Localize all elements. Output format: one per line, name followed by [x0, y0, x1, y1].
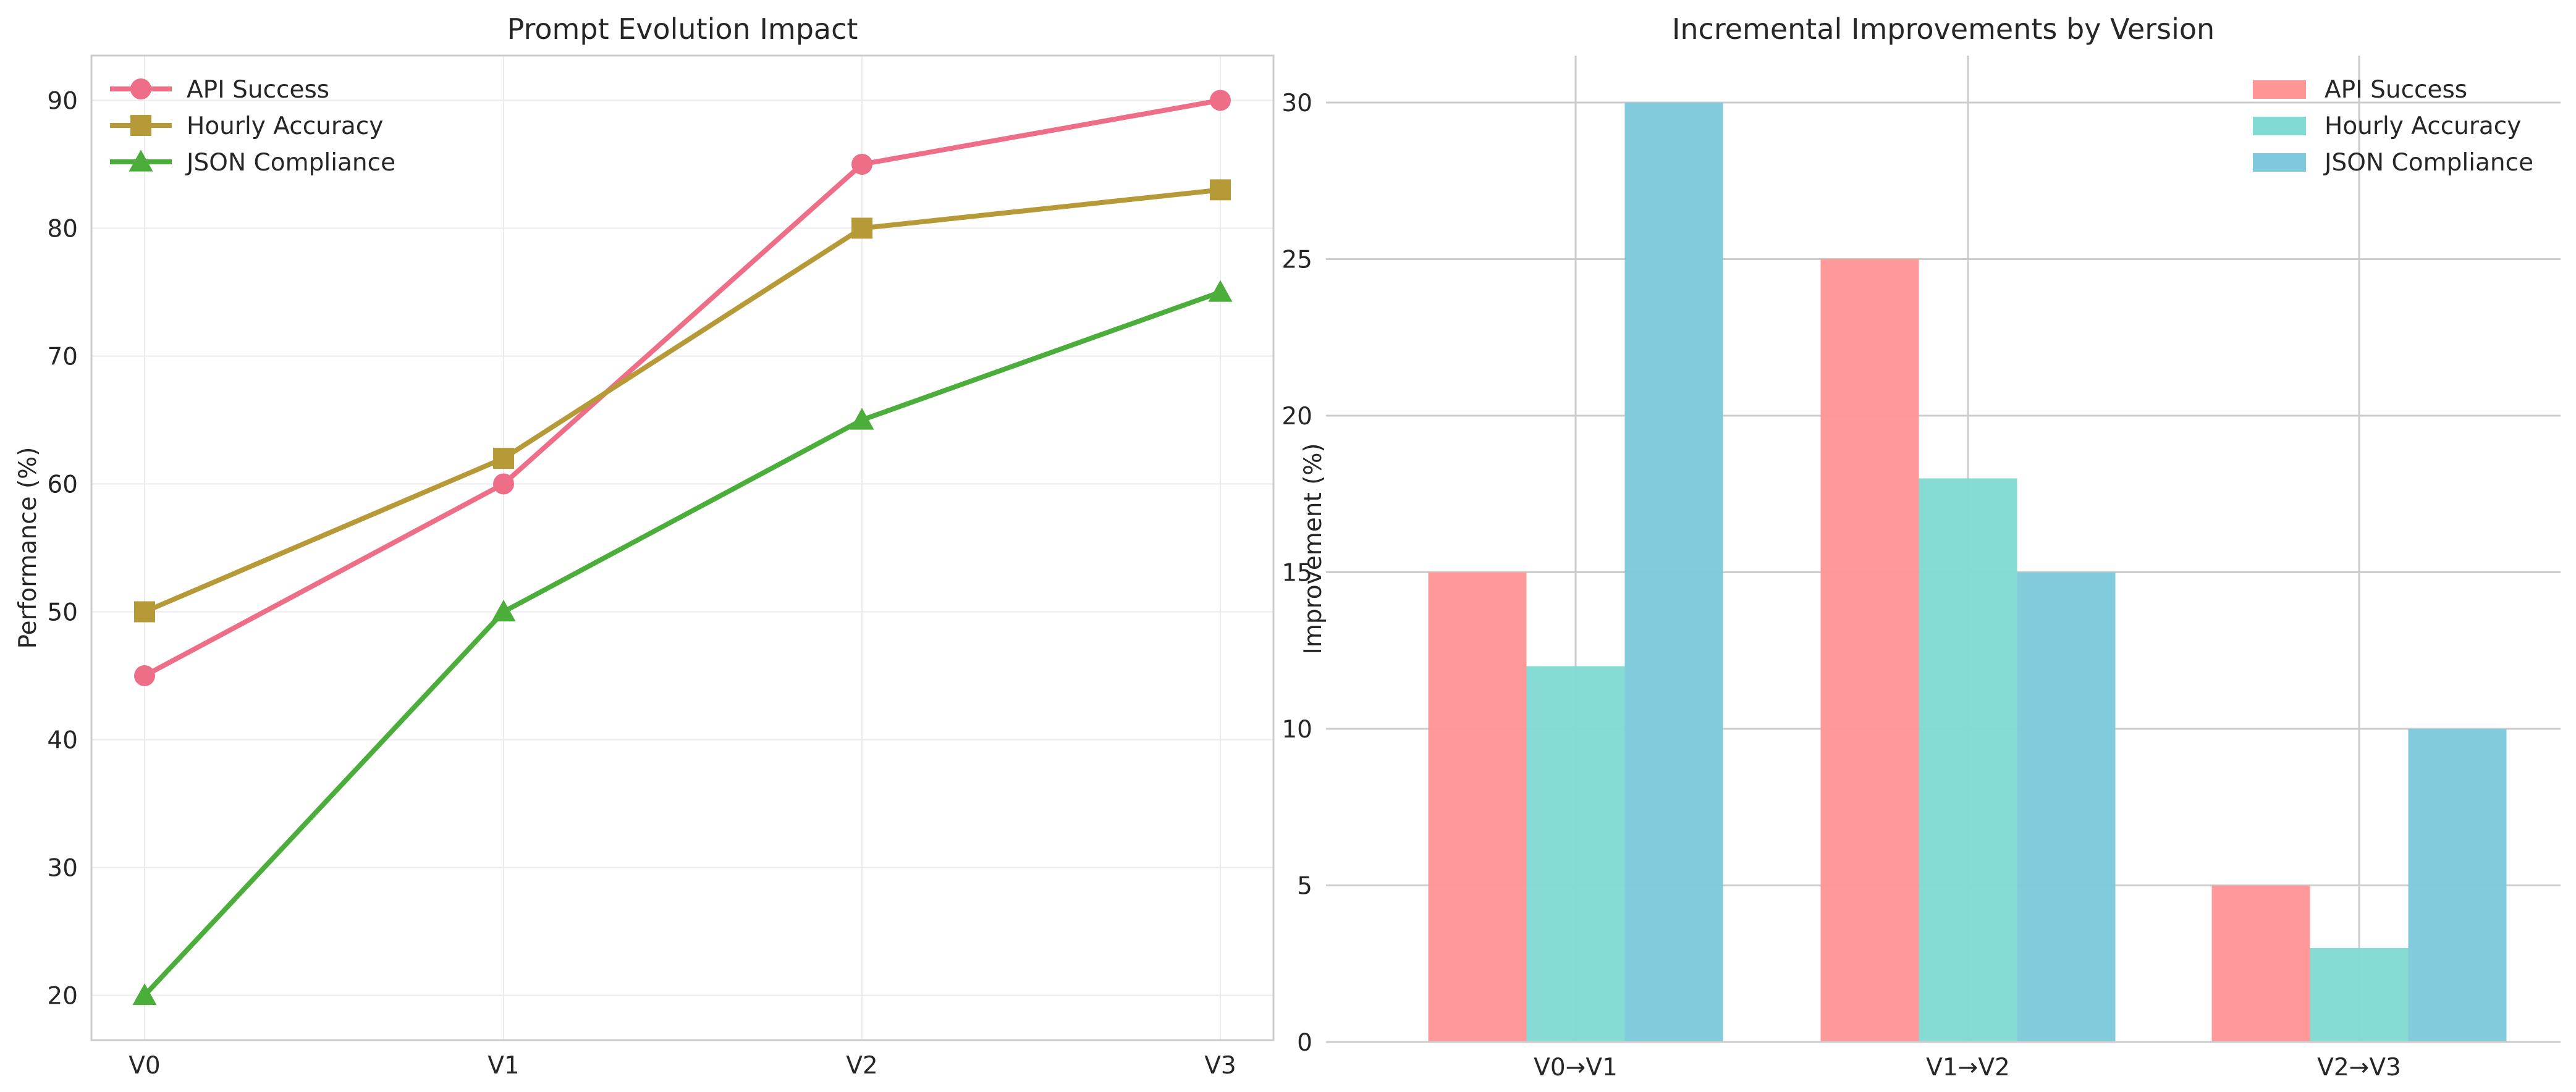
bar-series — [1526, 478, 2409, 1042]
y-tick-label: 10 — [1282, 716, 1312, 744]
y-tick-label: 20 — [1282, 403, 1312, 430]
x-tick-label: V2 — [846, 1052, 878, 1080]
data-point — [851, 217, 872, 239]
bar — [1624, 103, 1723, 1043]
data-point — [134, 601, 155, 623]
y-tick-label: 0 — [1297, 1029, 1312, 1057]
y-tick-label: 80 — [47, 215, 78, 243]
legend-swatch — [2253, 153, 2306, 172]
y-tick-label: 90 — [47, 87, 78, 115]
legend-label: API Success — [2325, 76, 2467, 104]
y-axis-label: Performance (%) — [14, 447, 42, 649]
gridlines — [91, 56, 1273, 1040]
y-tick-label: 30 — [1282, 90, 1312, 117]
y-tick-label: 20 — [47, 983, 78, 1010]
y-tick-label: 5 — [1297, 873, 1312, 901]
bar-chart: 0 5 10 15 20 25 30 V0→V1 V1→V2 V2→V3 Incremental I… — [1282, 12, 2561, 1082]
legend: API Success Hourly Accuracy JSON Complianc… — [110, 76, 395, 177]
legend-label: API Success — [187, 76, 329, 104]
y-tick-label: 70 — [47, 343, 78, 371]
legend-marker — [130, 78, 151, 99]
y-tick-label: 30 — [47, 855, 78, 883]
x-tick-label: V2→V3 — [2317, 1054, 2401, 1082]
chart-title: Prompt Evolution Impact — [507, 12, 858, 46]
bar — [1428, 572, 1527, 1042]
legend-swatch — [2253, 80, 2306, 99]
legend-swatch — [2253, 117, 2306, 135]
data-point — [850, 408, 874, 430]
series-line — [132, 280, 1233, 1006]
series-line — [134, 90, 1231, 687]
bar-series — [1624, 103, 2507, 1043]
y-tick-label: 40 — [47, 727, 78, 755]
legend-label: Hourly Accuracy — [187, 112, 383, 140]
legend-label: JSON Compliance — [2323, 149, 2533, 177]
data-point — [132, 983, 157, 1006]
bar — [2211, 885, 2310, 1042]
bar — [1526, 666, 1625, 1042]
y-axis-label: Improvement (%) — [1299, 443, 1327, 654]
y-tick-label: 50 — [47, 599, 78, 627]
bar — [2310, 947, 2409, 1042]
plot-frame — [90, 54, 1275, 1041]
x-tick-label: V0 — [129, 1052, 161, 1080]
bar — [1820, 259, 1919, 1042]
series-line-path — [143, 187, 1221, 615]
y-tick-label: 60 — [47, 471, 78, 498]
data-point — [491, 599, 516, 622]
series-line-path — [143, 98, 1221, 678]
data-point — [493, 473, 514, 495]
data-point — [851, 153, 872, 175]
data-point — [493, 448, 514, 469]
bar-series — [1428, 259, 2310, 1042]
data-point — [1208, 280, 1233, 302]
data-point — [1210, 90, 1231, 111]
chart-title: Incremental Improvements by Version — [1672, 12, 2215, 46]
series-line — [134, 179, 1231, 623]
x-tick-label: V1 — [488, 1052, 520, 1080]
bar — [1919, 478, 2017, 1042]
y-tick-label: 15 — [1282, 560, 1312, 587]
legend-marker — [130, 115, 151, 136]
bar — [2017, 572, 2116, 1042]
x-tick-label: V1→V2 — [1926, 1054, 2010, 1082]
data-point — [1210, 179, 1231, 201]
x-tick-label: V3 — [1204, 1052, 1236, 1080]
data-point — [134, 665, 155, 687]
y-tick-label: 25 — [1282, 246, 1312, 274]
legend-label: JSON Compliance — [185, 149, 395, 177]
bar — [2408, 729, 2507, 1042]
legend-marker — [129, 149, 153, 172]
legend-label: Hourly Accuracy — [2325, 112, 2521, 140]
x-tick-label: V0→V1 — [1534, 1054, 1618, 1082]
series-line-path — [143, 290, 1222, 998]
legend: API Success Hourly Accuracy JSON Complianc… — [2253, 76, 2533, 177]
line-chart: 20 30 40 50 60 70 80 90 V0 V1 V2 V3 Prompt Evolution… — [14, 12, 1275, 1080]
